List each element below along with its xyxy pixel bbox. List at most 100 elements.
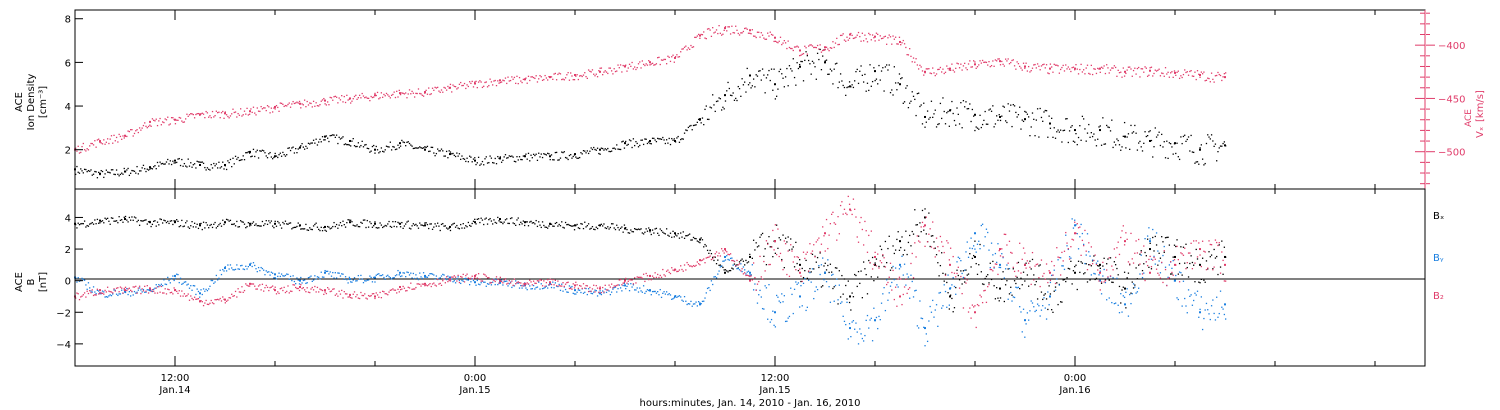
by-sample [1102,275,1104,277]
by-sample [731,257,733,259]
bx-sample [211,226,214,229]
bx-sample [380,224,383,226]
velocity-vx-sample [893,38,895,40]
bx-sample [1122,286,1124,288]
bz-sample [1168,277,1171,279]
bx-sample [523,224,526,227]
by-sample [1076,233,1078,235]
ion-density-sample [653,137,655,140]
bx-sample [456,224,458,227]
velocity-vx-sample [263,107,265,109]
magnetic-field-points [74,195,1227,347]
bx-sample [500,221,503,223]
ion-density-sample [306,147,308,149]
velocity-vx-point [849,33,851,36]
velocity-vx-sample [727,26,729,28]
bx-sample [850,309,852,311]
velocity-vx-sample [700,33,702,36]
velocity-vx-sample [305,106,307,108]
ion-density-sample [938,123,940,125]
velocity-vx-sample [222,110,224,113]
ion-density-sample [547,152,549,154]
bx-sample [483,223,485,226]
ion-density-sample [554,151,556,154]
bx-sample [741,258,743,260]
bx-sample [388,220,390,223]
bx-point [749,255,751,258]
by-sample [851,321,853,323]
velocity-ylabel-unit: [km/s] [1475,90,1486,122]
velocity-vx-sample [506,82,508,85]
ion-density-sample [518,156,521,158]
by-sample [695,301,697,303]
bz-sample [457,274,459,277]
by-point [424,274,426,277]
velocity-vx-sample [846,36,848,38]
bx-sample [854,273,856,276]
by-point [299,279,301,282]
velocity-vx-sample [1150,66,1153,68]
ion-density-sample [356,145,358,148]
ion-density-sample [1225,145,1227,147]
bx-sample [1085,263,1087,265]
bz-sample [540,279,542,281]
by-sample [974,248,976,250]
ion-density-sample [216,167,219,169]
by-sample [741,270,743,273]
velocity-vx-sample [930,72,933,75]
bx-sample [640,228,642,230]
velocity-vx-sample [769,31,771,33]
ion-density-sample [113,173,115,175]
bz-sample [135,285,137,288]
ion-density-sample [119,173,122,176]
bz-sample [727,253,729,256]
velocity-vx-sample [483,85,485,87]
velocity-vx-sample [722,33,724,35]
bx-sample [1185,243,1187,245]
by-sample [630,283,632,285]
bz-sample [278,292,280,295]
bz-sample [714,253,716,255]
bz-sample [1072,239,1075,241]
ion-density-sample [717,100,719,102]
by-sample [947,274,949,276]
by-sample [387,274,389,276]
ion-density-sample [233,163,235,165]
velocity-vx-sample [921,70,924,72]
bz-sample [1163,250,1165,252]
by-sample [658,294,660,296]
bx-sample [837,303,839,305]
by-sample [634,289,636,291]
bx-sample [144,219,146,221]
bx-sample [147,221,150,223]
bx-point [899,240,901,243]
by-point [1124,303,1126,306]
ion-density-sample [768,69,770,72]
ion-density-sample [431,146,434,149]
ion-density-sample [512,156,514,158]
velocity-vx-sample [181,120,183,122]
by-sample [820,264,823,266]
bz-sample [701,259,704,261]
by-sample [759,289,761,292]
bx-sample [327,225,329,228]
by-sample [796,283,798,286]
by-sample [985,228,988,230]
by-sample [1067,248,1069,251]
velocity-vx-sample [759,36,761,38]
ion-density-sample [672,139,674,141]
bz-sample [521,285,523,287]
ion-density-sample [91,174,93,176]
bz-sample [960,275,962,278]
velocity-vx-sample [457,87,459,89]
bz-sample [1086,268,1089,271]
by-sample [447,275,449,277]
by-sample [557,285,559,288]
by-sample [154,287,156,289]
velocity-vx-sample [1171,71,1173,73]
bx-sample [78,223,81,226]
bz-sample [158,286,160,288]
bx-sample [145,219,147,221]
ion-density-sample [974,129,976,132]
velocity-vx-sample [1212,78,1214,81]
